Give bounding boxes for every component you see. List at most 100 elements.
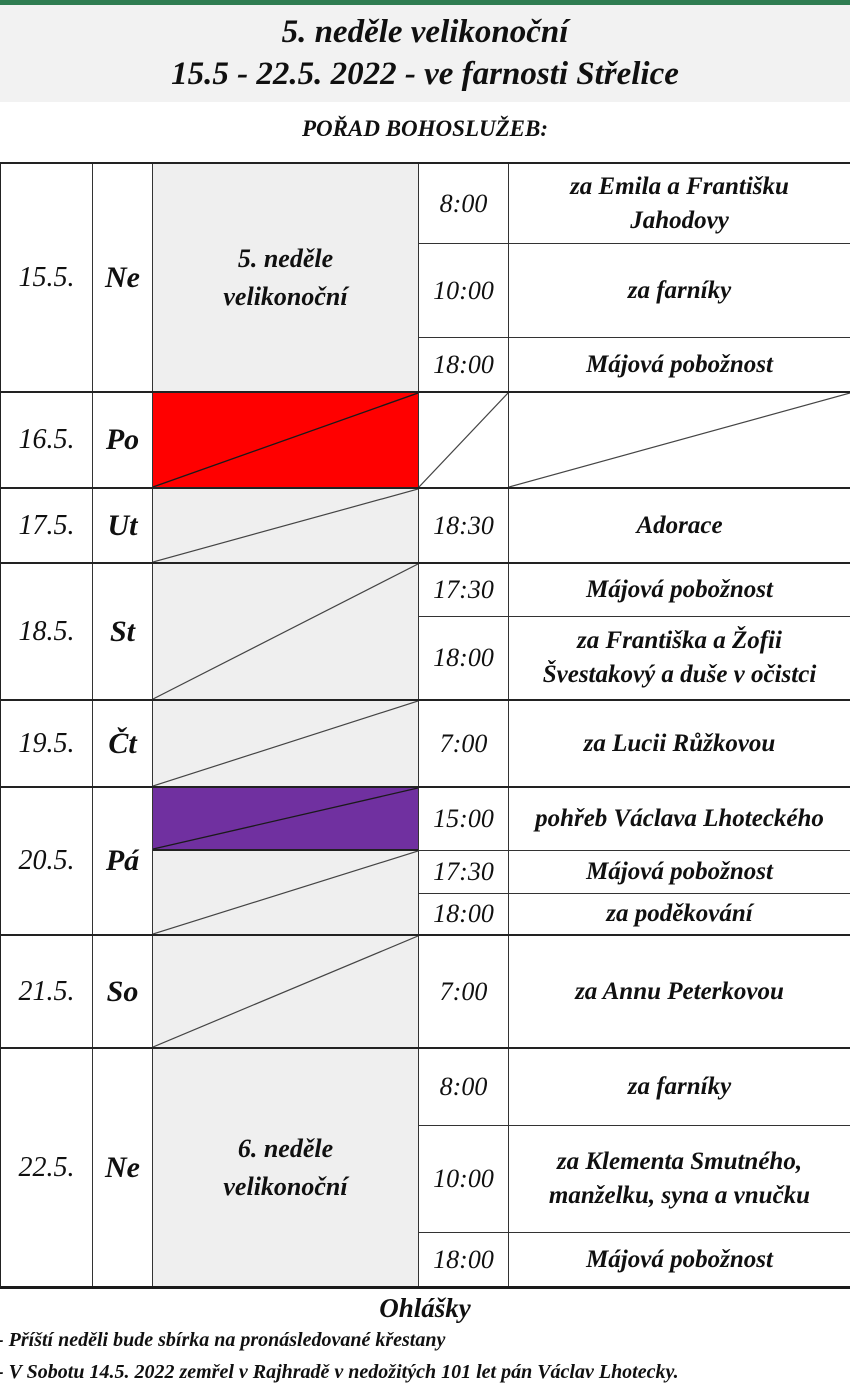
time-cell-empty [419, 393, 509, 487]
intention-cell: za poděkování [606, 900, 753, 928]
date-cell: 17.5. [1, 489, 93, 562]
day-cell: St [93, 564, 153, 699]
intention-cell: za Lucii Růžkovou [583, 729, 776, 757]
day-cell: Po [93, 393, 153, 487]
intention-cell: za Emila a Františku Jahodovy [570, 172, 789, 234]
time-cell: 10:00 [419, 244, 509, 337]
time-cell: 8:00 [419, 1049, 509, 1125]
service-row: 7:00 za Lucii Růžkovou [419, 701, 850, 786]
intention-cell: Adorace [636, 511, 723, 539]
day-cell: Ne [93, 1049, 153, 1286]
service-row: 10:00 za farníky [419, 244, 850, 338]
time-cell: 18:00 [419, 617, 509, 699]
time-cell: 10:00 [419, 1126, 509, 1232]
time-cell: 7:00 [419, 701, 509, 786]
day-cell: Čt [93, 701, 153, 786]
intention-cell: za Klementa Smutného, manželku, syna a v… [548, 1148, 811, 1209]
service-row-empty [419, 393, 850, 487]
feast-description-cell-split [153, 788, 419, 934]
services-column: 17:30 Májová pobožnost 18:00 za Františk… [419, 564, 850, 699]
services-column: 8:00 za farníky 10:00 za Klementa Smutné… [419, 1049, 850, 1286]
feast-line1: 5. neděle [237, 243, 334, 273]
table-row-monday-16: 16.5. Po [1, 393, 850, 489]
intention-cell: za Františka a Žofii Švestakový a duše v… [542, 627, 817, 688]
service-row: 18:00 Májová pobožnost [419, 1233, 850, 1286]
time-cell: 18:00 [419, 338, 509, 391]
intention-cell: Májová pobožnost [586, 576, 773, 604]
time-cell: 18:00 [419, 894, 509, 934]
services-column: 18:30 Adorace [419, 489, 850, 562]
date-cell: 22.5. [1, 1049, 93, 1286]
diagonal-line [153, 564, 418, 699]
time-cell: 8:00 [419, 164, 509, 243]
intention-cell: Májová pobožnost [586, 858, 773, 886]
services-column: 15:00 pohřeb Václava Lhoteckého 17:30 Má… [419, 788, 850, 934]
intention-cell: pohřeb Václava Lhoteckého [535, 805, 824, 833]
schedule-heading: POŘAD BOHOSLUŽEB: [302, 116, 548, 141]
time-cell: 18:30 [419, 489, 509, 562]
intention-cell: Májová pobožnost [586, 350, 773, 378]
page-title-line2: 15.5 - 22.5. 2022 - ve farnosti Střelice [171, 56, 679, 93]
service-row: 15:00 pohřeb Václava Lhoteckého [419, 788, 850, 851]
time-cell: 7:00 [419, 936, 509, 1047]
date-cell: 15.5. [1, 164, 93, 391]
feast-line2: velikonoční [223, 281, 348, 311]
feast-description-cell: 5. neděle velikonoční [153, 164, 419, 391]
service-row: 18:00 za Františka a Žofii Švestakový a … [419, 617, 850, 699]
announcement-item: - V Sobotu 14.5. 2022 zemřel v Rajhradě … [0, 1361, 679, 1384]
service-row: 8:00 za farníky [419, 1049, 850, 1126]
empty-gray-cell [153, 851, 418, 934]
service-row: 18:30 Adorace [419, 489, 850, 562]
date-cell: 19.5. [1, 701, 93, 786]
services-column [419, 393, 850, 487]
diagonal-line [419, 393, 508, 487]
diagonal-line [153, 489, 418, 562]
page-title-line1: 5. neděle velikonoční [281, 14, 569, 51]
services-column: 8:00 za Emila a Františku Jahodovy 10:00… [419, 164, 850, 391]
service-row: 10:00 za Klementa Smutného, manželku, sy… [419, 1126, 850, 1233]
top-green-bar [0, 0, 850, 5]
date-cell: 16.5. [1, 393, 93, 487]
table-row-saturday-21: 21.5. So 7:00 za Annu Peterkovou [1, 936, 850, 1049]
announcements-title: Ohlášky [379, 1293, 471, 1323]
diagonal-line [153, 788, 418, 849]
date-cell: 21.5. [1, 936, 93, 1047]
time-cell: 18:00 [419, 1233, 509, 1286]
service-row: 8:00 za Emila a Františku Jahodovy [419, 164, 850, 244]
date-cell: 18.5. [1, 564, 93, 699]
day-cell: So [93, 936, 153, 1047]
date-cell: 20.5. [1, 788, 93, 934]
feast-description-cell [153, 701, 419, 786]
service-row: 17:30 Májová pobožnost [419, 564, 850, 617]
feast-description-cell [153, 936, 419, 1047]
day-cell: Ne [93, 164, 153, 391]
feast-line2: velikonoční [223, 1171, 348, 1201]
feast-description-cell [153, 564, 419, 699]
intention-cell: za Annu Peterkovou [575, 977, 784, 1005]
service-row: 18:00 za poděkování [419, 894, 850, 934]
intention-cell: Májová pobožnost [586, 1245, 773, 1273]
day-cell: Pá [93, 788, 153, 934]
time-cell: 15:00 [419, 788, 509, 850]
service-row: 7:00 za Annu Peterkovou [419, 936, 850, 1047]
service-row: 18:00 Májová pobožnost [419, 338, 850, 391]
table-row-sunday-22: 22.5. Ne 6. neděle velikonoční 8:00 za f… [1, 1049, 850, 1286]
mass-schedule-table: 15.5. Ne 5. neděle velikonoční 8:00 za E… [0, 162, 850, 1289]
feast-description-cell [153, 489, 419, 562]
table-row-thursday-19: 19.5. Čt 7:00 za Lucii Růžkovou [1, 701, 850, 788]
feast-description-cell-red [153, 393, 419, 487]
intention-cell: za farníky [627, 276, 732, 304]
intention-cell: za farníky [627, 1073, 732, 1101]
table-row-tuesday-17: 17.5. Ut 18:30 Adorace [1, 489, 850, 564]
diagonal-line [509, 393, 850, 487]
feast-description-cell: 6. neděle velikonoční [153, 1049, 419, 1286]
table-row-sunday-15: 15.5. Ne 5. neděle velikonoční 8:00 za E… [1, 164, 850, 393]
time-cell: 17:30 [419, 851, 509, 893]
feast-line1: 6. neděle [237, 1133, 334, 1163]
intention-cell-empty [509, 393, 850, 487]
page-header: 5. neděle velikonoční 15.5 - 22.5. 2022 … [0, 5, 850, 102]
service-row: 17:30 Májová pobožnost [419, 851, 850, 894]
services-column: 7:00 za Lucii Růžkovou [419, 701, 850, 786]
time-cell: 17:30 [419, 564, 509, 616]
